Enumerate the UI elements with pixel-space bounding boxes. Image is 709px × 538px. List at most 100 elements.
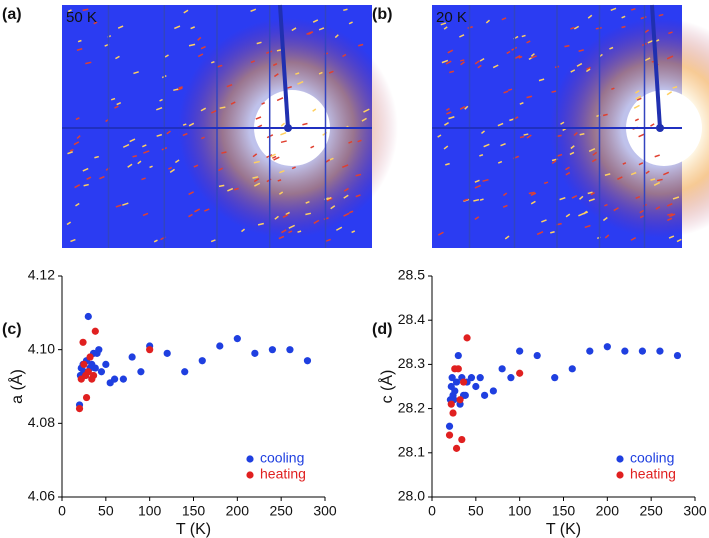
bragg-spot <box>536 231 544 236</box>
x-tick-label: 200 <box>596 503 620 519</box>
bragg-spot <box>446 111 452 115</box>
bragg-spot <box>663 171 670 176</box>
data-point <box>75 405 84 413</box>
bragg-spot <box>343 212 350 217</box>
bragg-spot <box>326 196 332 201</box>
bragg-spot <box>221 151 227 154</box>
bragg-spot <box>621 15 626 19</box>
bragg-spot <box>658 13 664 17</box>
data-point <box>476 374 484 382</box>
bragg-spot <box>197 53 204 58</box>
bragg-spot <box>122 143 130 148</box>
bragg-spot <box>250 8 257 13</box>
data-point <box>181 368 189 376</box>
bragg-spot <box>440 22 447 26</box>
bragg-spot <box>343 187 349 192</box>
bragg-spot <box>531 55 537 59</box>
bragg-spot <box>141 177 146 181</box>
y-tick-label: 28.4 <box>398 311 425 327</box>
bragg-spot <box>261 102 266 105</box>
bragg-spot <box>519 101 524 105</box>
bragg-spot <box>82 8 89 12</box>
data-point <box>481 391 489 399</box>
bragg-spot <box>255 116 262 120</box>
bragg-spot <box>655 39 660 42</box>
bragg-spot <box>193 164 199 168</box>
bragg-spot <box>99 175 105 180</box>
bragg-spot <box>129 138 136 143</box>
bragg-spot <box>621 25 626 29</box>
bragg-spot <box>281 229 287 234</box>
bragg-spot <box>253 177 260 183</box>
data-point <box>456 396 464 404</box>
bragg-spot <box>526 134 532 139</box>
bragg-spot <box>348 21 353 25</box>
bragg-spot <box>216 64 223 68</box>
bragg-spot <box>640 16 647 20</box>
bragg-spot <box>273 73 279 78</box>
bragg-spot <box>518 55 523 59</box>
data-point <box>84 368 92 376</box>
bragg-spot <box>334 34 339 39</box>
data-point <box>163 349 171 357</box>
bragg-spot <box>200 107 207 112</box>
data-point <box>621 347 629 355</box>
bragg-spot <box>482 178 489 182</box>
data-point <box>198 357 206 365</box>
bragg-spot <box>530 53 535 57</box>
bragg-spot <box>110 97 116 101</box>
bragg-spot <box>630 171 637 176</box>
bragg-spot <box>587 191 593 195</box>
bragg-spot <box>318 71 323 75</box>
data-point <box>79 338 87 346</box>
bragg-spot <box>602 216 608 222</box>
bragg-spot <box>573 132 578 136</box>
bragg-spot <box>445 60 452 65</box>
bragg-spot <box>351 230 356 234</box>
bragg-spot <box>586 66 591 71</box>
bragg-spot <box>604 203 608 207</box>
bragg-spot <box>159 98 163 102</box>
bragg-spot <box>194 208 201 213</box>
bragg-spot <box>543 181 549 185</box>
data-point <box>454 365 462 373</box>
bragg-spot <box>585 68 591 73</box>
bragg-spot <box>622 162 627 165</box>
data-point <box>568 365 576 373</box>
y-tick-label: 4.06 <box>28 488 55 504</box>
bragg-spot <box>590 191 595 196</box>
bragg-spot <box>645 170 650 175</box>
image-caption: 20 K <box>436 9 467 26</box>
bragg-spot <box>169 168 175 174</box>
bragg-spot <box>288 224 296 229</box>
bragg-spot <box>188 43 196 47</box>
x-tick-label: 300 <box>683 503 707 519</box>
bragg-spot <box>443 26 448 30</box>
bragg-spot <box>67 151 73 155</box>
bragg-spot <box>218 184 225 188</box>
bragg-spot <box>305 201 310 204</box>
data-point <box>102 360 110 368</box>
bragg-spot <box>173 88 179 92</box>
data-point <box>551 374 559 382</box>
bragg-spot <box>230 101 236 105</box>
bragg-spot <box>676 238 682 243</box>
panel-label: (c) <box>2 321 22 338</box>
bragg-spot <box>312 108 317 112</box>
data-point <box>111 375 119 383</box>
bragg-spot <box>459 34 465 38</box>
bragg-spot <box>602 113 608 117</box>
bragg-spot <box>578 49 584 52</box>
bragg-spot <box>329 157 334 161</box>
bragg-spot <box>653 181 661 186</box>
bragg-spot <box>668 31 673 35</box>
bragg-spot <box>174 25 181 30</box>
bragg-spot <box>182 123 187 126</box>
x-tick-label: 150 <box>552 503 576 519</box>
bragg-spot <box>570 145 575 150</box>
data-point <box>498 365 506 373</box>
bragg-spot <box>341 164 349 168</box>
y-tick-label: 28.1 <box>398 444 425 460</box>
x-axis-label: T (K) <box>176 521 211 538</box>
